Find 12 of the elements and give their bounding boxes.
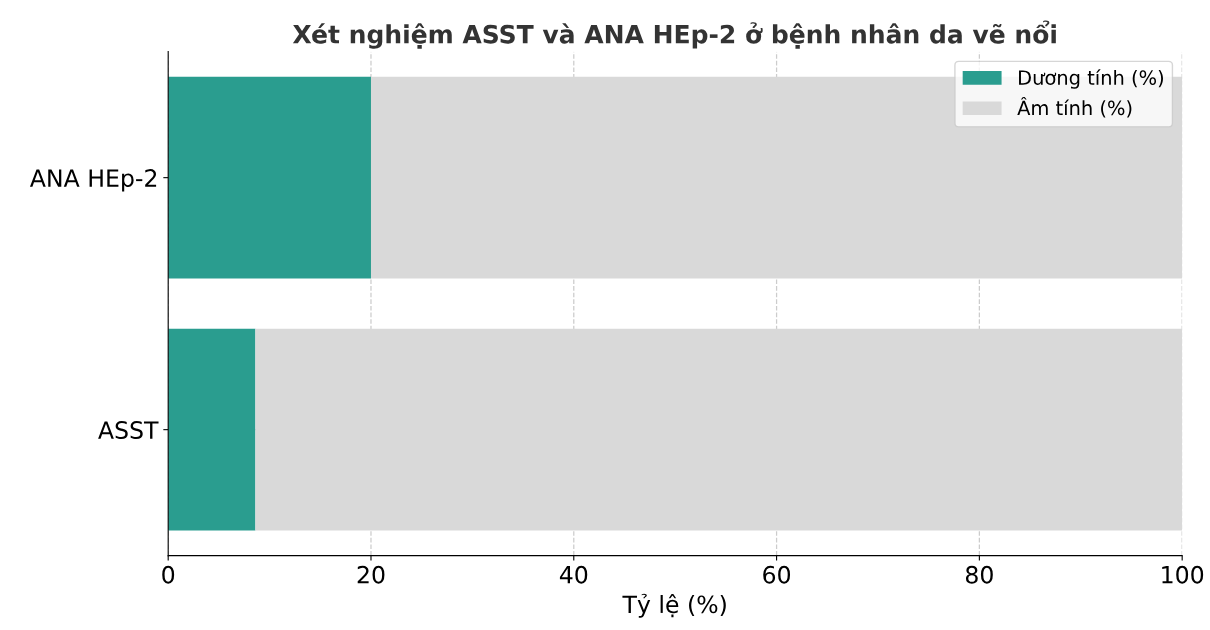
legend-label: Dương tính (%) <box>1019 69 1163 89</box>
y-tick-label: ANA HEp-2 <box>29 169 157 192</box>
x-tick-label: 100 <box>1162 565 1204 584</box>
x-tick-label: 60 <box>763 565 791 584</box>
chart-title: Xét nghiệm ASST và ANA HEp-2 ở bệnh nhân da vẽ nổi <box>292 20 1056 49</box>
x-tick-label: 0 <box>162 565 175 584</box>
x-tick-label: 40 <box>559 565 588 584</box>
y-tick-label: ASST <box>98 421 159 439</box>
x-axis-title: Tỷ lệ (%) <box>622 593 726 618</box>
legend-label: Âm tính (%) <box>1017 97 1132 118</box>
x-tick-label: 80 <box>965 565 993 584</box>
x-tick-label: 20 <box>357 565 385 584</box>
